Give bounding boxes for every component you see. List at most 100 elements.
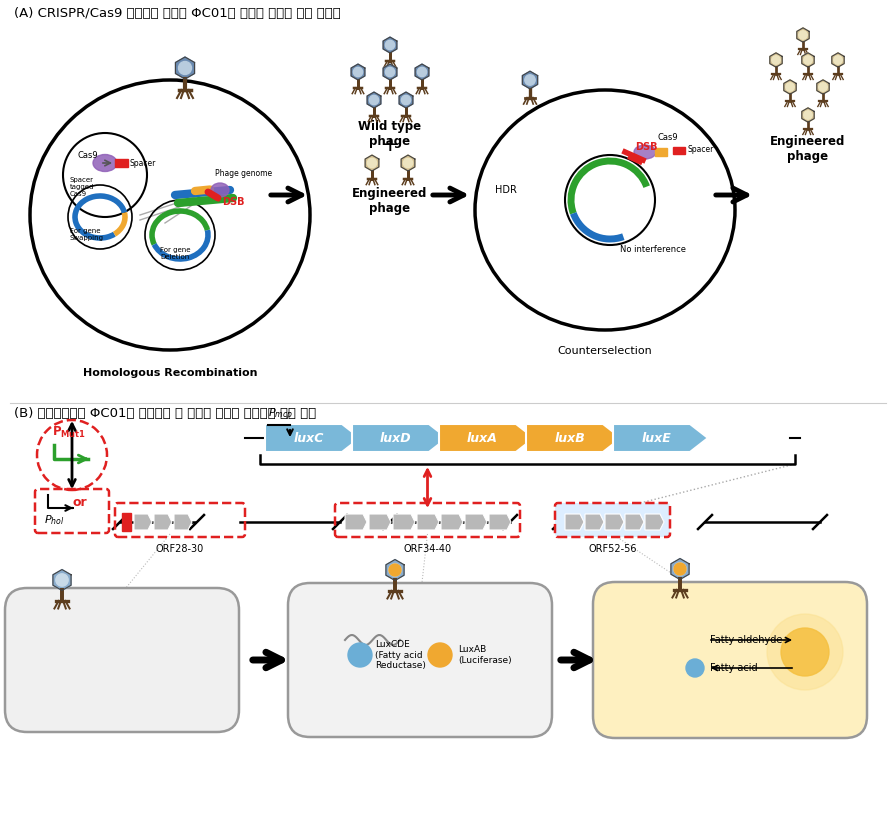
Circle shape <box>56 574 68 586</box>
Circle shape <box>798 31 807 39</box>
Polygon shape <box>797 28 809 42</box>
Polygon shape <box>393 514 415 530</box>
Text: Engineered
phage: Engineered phage <box>352 187 427 215</box>
Polygon shape <box>817 80 829 94</box>
Ellipse shape <box>93 154 117 171</box>
Text: DSB: DSB <box>222 197 245 207</box>
Text: (B) 박테리오파지 ΦC01을 기반으로 한 유전체 재설계 생물발광 파지 구축: (B) 박테리오파지 ΦC01을 기반으로 한 유전체 재설계 생물발광 파지 … <box>14 407 316 420</box>
Circle shape <box>389 564 401 576</box>
Circle shape <box>767 614 843 690</box>
Text: No interference: No interference <box>620 245 686 255</box>
Text: or: or <box>73 495 87 509</box>
Text: luxD: luxD <box>380 432 411 444</box>
Polygon shape <box>625 514 644 530</box>
Text: LuxCDE
(Fatty acid
Reductase): LuxCDE (Fatty acid Reductase) <box>375 640 426 670</box>
Polygon shape <box>399 92 413 108</box>
Text: Cas9: Cas9 <box>658 134 678 143</box>
Text: ORF52-56: ORF52-56 <box>589 544 637 554</box>
Text: $P_{hol}$: $P_{hol}$ <box>44 513 65 527</box>
Text: luxB: luxB <box>554 432 585 444</box>
Text: Spacer
tagged
Cas9: Spacer tagged Cas9 <box>70 177 94 197</box>
Text: Cas9: Cas9 <box>78 150 99 159</box>
Text: For gene
Swapping: For gene Swapping <box>70 228 104 241</box>
Polygon shape <box>645 514 664 530</box>
Polygon shape <box>802 108 814 122</box>
Polygon shape <box>369 514 391 530</box>
Circle shape <box>367 159 376 168</box>
Circle shape <box>781 628 829 676</box>
Text: Fatty acid: Fatty acid <box>710 663 758 673</box>
Text: luxC: luxC <box>293 432 323 444</box>
FancyBboxPatch shape <box>288 583 552 737</box>
Circle shape <box>348 643 372 667</box>
Circle shape <box>178 62 192 74</box>
Text: +: + <box>381 135 400 155</box>
Circle shape <box>686 659 704 677</box>
Circle shape <box>418 68 426 77</box>
Circle shape <box>525 75 535 85</box>
Polygon shape <box>784 80 797 94</box>
Polygon shape <box>53 569 71 590</box>
Text: ORF28-30: ORF28-30 <box>156 544 204 554</box>
Circle shape <box>771 56 780 64</box>
Bar <box>122 513 131 531</box>
Polygon shape <box>176 57 194 79</box>
Text: For gene
Deletion: For gene Deletion <box>160 247 191 260</box>
Circle shape <box>385 40 394 49</box>
Bar <box>115 159 128 167</box>
Circle shape <box>819 83 827 91</box>
Polygon shape <box>417 514 439 530</box>
Text: luxE: luxE <box>642 432 671 444</box>
Text: Fatty aldehyde: Fatty aldehyde <box>710 635 782 645</box>
Ellipse shape <box>634 145 656 159</box>
Polygon shape <box>415 64 429 80</box>
Polygon shape <box>522 71 538 89</box>
Polygon shape <box>134 514 152 530</box>
Ellipse shape <box>211 183 229 197</box>
Circle shape <box>369 95 379 104</box>
Polygon shape <box>585 514 604 530</box>
Circle shape <box>674 563 686 575</box>
Polygon shape <box>174 514 192 530</box>
Circle shape <box>403 159 413 168</box>
FancyBboxPatch shape <box>5 588 239 732</box>
Text: $\mathbf{P_{Mut1}}$: $\mathbf{P_{Mut1}}$ <box>52 425 86 440</box>
Circle shape <box>401 95 410 104</box>
Polygon shape <box>489 514 511 530</box>
Circle shape <box>834 56 842 64</box>
Text: Phage genome: Phage genome <box>215 169 272 178</box>
Polygon shape <box>526 424 621 452</box>
Text: $P_{mcp}$: $P_{mcp}$ <box>268 407 293 423</box>
Polygon shape <box>386 559 404 580</box>
Polygon shape <box>465 514 487 530</box>
Circle shape <box>804 111 813 119</box>
Text: Engineered
phage: Engineered phage <box>771 135 846 163</box>
Polygon shape <box>265 424 360 452</box>
Text: Homologous Recombination: Homologous Recombination <box>82 368 257 378</box>
Polygon shape <box>383 37 397 53</box>
Circle shape <box>389 564 401 576</box>
Polygon shape <box>345 514 367 530</box>
Polygon shape <box>351 64 365 80</box>
Polygon shape <box>367 92 381 108</box>
Polygon shape <box>831 53 844 67</box>
Polygon shape <box>605 514 624 530</box>
Polygon shape <box>366 155 379 171</box>
Polygon shape <box>441 514 463 530</box>
Text: ORF34-40: ORF34-40 <box>403 544 452 554</box>
Bar <box>673 147 685 154</box>
Text: HDR: HDR <box>495 185 517 195</box>
Polygon shape <box>352 424 447 452</box>
Polygon shape <box>565 514 584 530</box>
Bar <box>655 148 667 156</box>
Text: DSB: DSB <box>635 142 658 152</box>
Text: Wild type
phage: Wild type phage <box>358 120 421 148</box>
Circle shape <box>674 563 686 575</box>
FancyBboxPatch shape <box>555 503 670 537</box>
Polygon shape <box>671 559 689 579</box>
Polygon shape <box>154 514 172 530</box>
Circle shape <box>353 68 363 77</box>
Polygon shape <box>439 424 534 452</box>
Text: (A) CRISPR/Cas9 시스템을 활용한 ΦC01의 유전체 재설계 과정 모식도: (A) CRISPR/Cas9 시스템을 활용한 ΦC01의 유전체 재설계 과… <box>14 7 340 20</box>
Text: Spacer: Spacer <box>130 159 157 168</box>
